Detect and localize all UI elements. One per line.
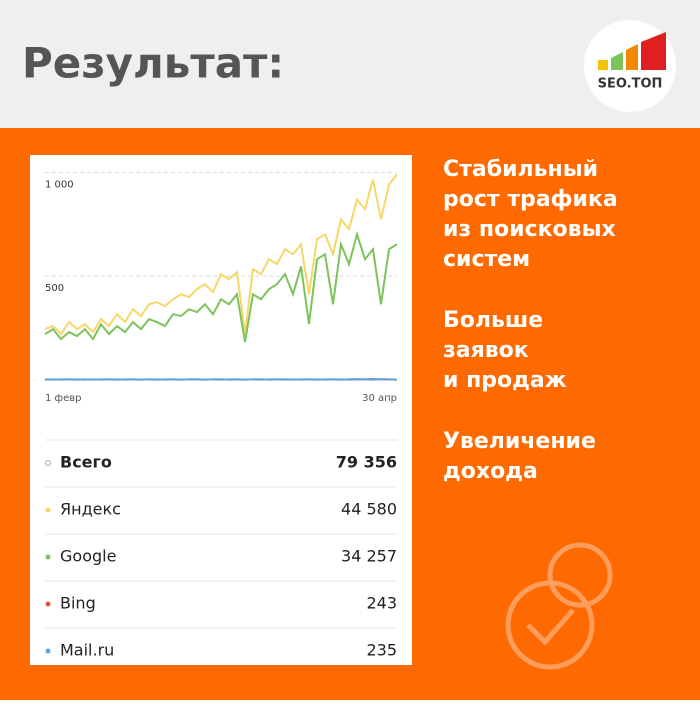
bullet-text: заявок [443, 338, 529, 363]
bullet-text: и продаж [443, 368, 567, 393]
x-tick-label: 30 апр [362, 393, 397, 404]
logo-bar [598, 60, 608, 70]
bullet-text: дохода [443, 459, 538, 484]
legend-total: 243 [366, 594, 397, 613]
legend-name: Mail.ru [60, 641, 114, 660]
legend-name: Bing [60, 594, 96, 613]
x-tick-label: 1 февр [45, 393, 81, 404]
y-tick-label: 1 000 [45, 179, 74, 190]
legend-total: 44 580 [341, 500, 397, 519]
legend-name: Яндекс [60, 500, 121, 519]
bullet-text: рост трафика [443, 187, 618, 212]
legend-total: 34 257 [341, 547, 397, 566]
bullet-text: Увеличение [443, 429, 596, 454]
legend-dot [46, 508, 51, 513]
bullet-text: из поисковых [443, 217, 616, 242]
logo-text: SEO.ТОП [598, 77, 663, 92]
legend-dot [46, 602, 51, 607]
legend-name: Всего [60, 453, 112, 472]
legend-total: 235 [366, 641, 397, 660]
legend-total: 79 356 [336, 453, 397, 472]
legend-name: Google [60, 547, 116, 566]
bullet-text: Стабильный [443, 157, 598, 182]
bullet-text: Больше [443, 308, 543, 333]
y-tick-label: 500 [45, 283, 64, 294]
card [30, 155, 412, 665]
title: Результат: [22, 39, 284, 88]
legend-dot [46, 555, 51, 560]
bullet-text: систем [443, 247, 530, 272]
legend-dot [46, 649, 51, 654]
